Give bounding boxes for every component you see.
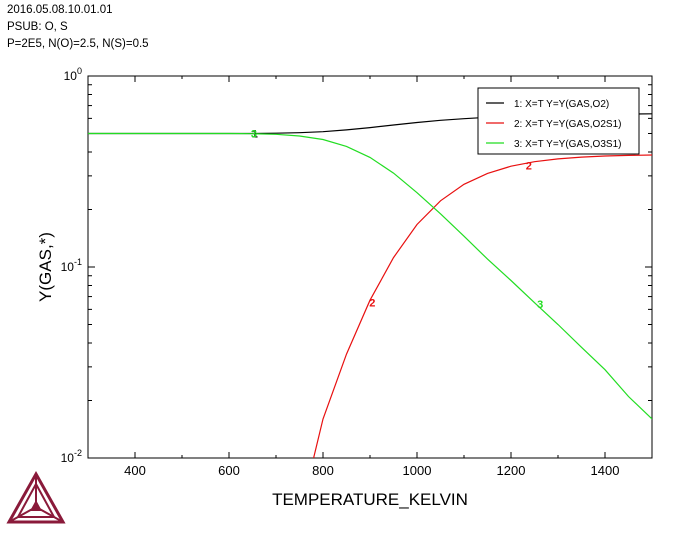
series-marker-1: 1 (252, 128, 258, 140)
series-marker-3: 3 (251, 128, 257, 140)
conditions-label: P=2E5, N(O)=2.5, N(S)=0.5 (7, 38, 149, 50)
x-tick-label: 1000 (403, 463, 432, 478)
series-line-3 (88, 132, 652, 420)
series-marker-2: 2 (369, 298, 375, 310)
legend-label-3: 3: X=T Y=Y(GAS,O3S1) (514, 139, 621, 150)
psub-label: PSUB: O, S (7, 21, 68, 33)
calc-timestamp: 2016.05.08.10.01.01 (7, 4, 113, 16)
y-tick-label: 10-1 (61, 257, 82, 274)
legend-label-1: 1: X=T Y=Y(GAS,O2) (514, 99, 609, 110)
series-line-2 (313, 154, 652, 458)
series-group (88, 113, 652, 458)
y-tick-label: 100 (64, 66, 82, 83)
legend-label-2: 2: X=T Y=Y(GAS,O2S1) (514, 119, 621, 130)
series-marker-2: 2 (526, 160, 532, 172)
x-tick-label: 1200 (497, 463, 526, 478)
x-axis-label: TEMPERATURE_KELVIN (272, 490, 468, 509)
x-tick-label: 1400 (591, 463, 620, 478)
thermo-calc-logo (6, 470, 66, 524)
series-marker-3: 3 (537, 299, 543, 311)
y-axis-label: Y(GAS,*) (36, 232, 55, 302)
x-tick-label: 400 (124, 463, 146, 478)
legend-box (477, 87, 640, 155)
x-tick-label: 600 (218, 463, 240, 478)
x-tick-label: 800 (312, 463, 334, 478)
y-tick-label: 10-2 (61, 448, 82, 465)
